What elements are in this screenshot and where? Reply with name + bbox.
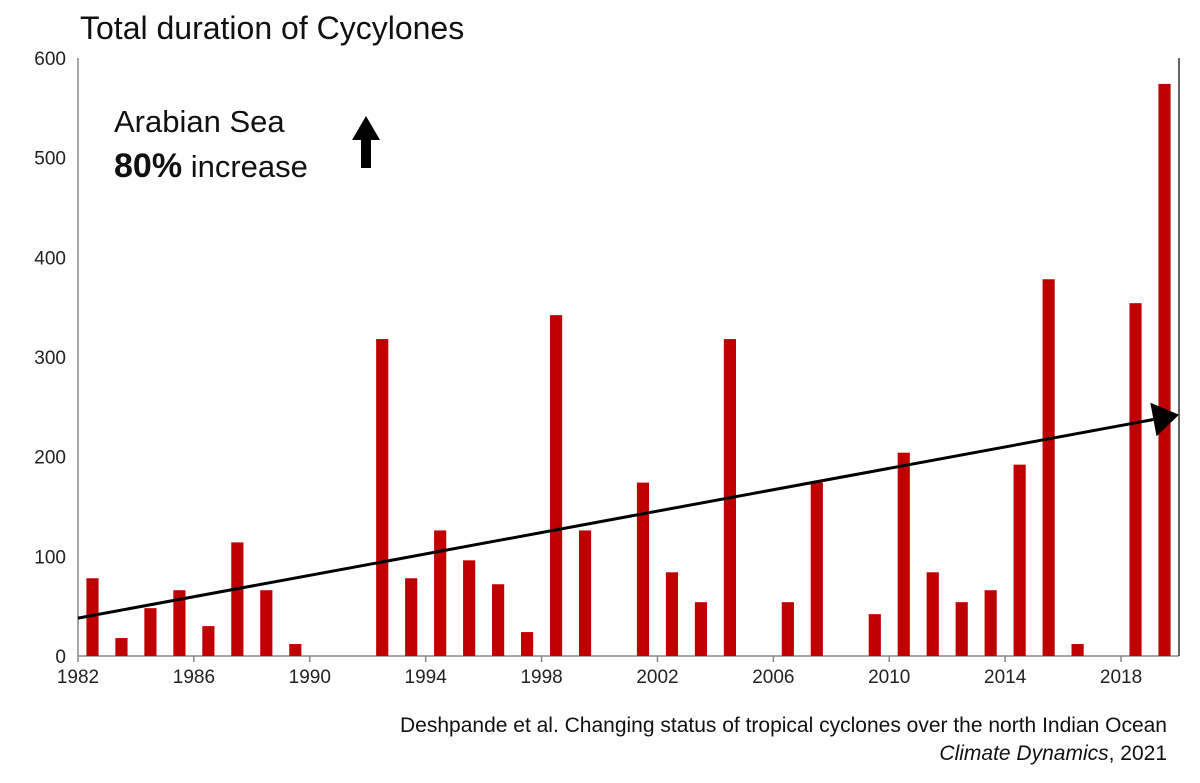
bar-2009 (868, 614, 881, 656)
annotation-word: increase (190, 149, 308, 184)
y-tick-label: 400 (34, 248, 66, 269)
bar-2003 (694, 602, 708, 656)
bar-1984 (144, 608, 157, 656)
chart-title: Total duration of Cycylones (80, 10, 465, 46)
x-tick-label: 1986 (173, 667, 215, 688)
bar-1987 (231, 542, 244, 656)
bar-2010 (897, 452, 910, 656)
y-tick-label: 0 (55, 647, 66, 668)
bar-1983 (115, 638, 128, 656)
bar-1995 (463, 560, 476, 656)
y-tick-label: 100 (34, 547, 66, 568)
y-tick-label: 200 (34, 448, 66, 469)
citation-line: Deshpande et al. Changing status of trop… (400, 714, 1167, 737)
bar-2014 (1013, 464, 1026, 656)
bar-1993 (405, 578, 418, 656)
bar-1997 (521, 632, 534, 656)
x-tick-label: 1990 (289, 667, 331, 688)
y-tick-label: 500 (34, 149, 66, 170)
annotation-percent: 80% (114, 147, 183, 185)
y-tick-label: 300 (34, 348, 66, 369)
bar-1985 (173, 590, 186, 656)
x-tick-label: 2002 (636, 667, 678, 688)
bar-1988 (260, 590, 273, 656)
bar-2013 (984, 590, 997, 656)
bar-1989 (289, 644, 302, 656)
bar-2019 (1158, 83, 1171, 656)
bar-1986 (202, 626, 215, 656)
bar-1992 (376, 339, 389, 656)
bar-2006 (781, 602, 794, 656)
x-tick-label: 1998 (520, 667, 562, 688)
trend-line (77, 418, 1154, 620)
x-tick-label: 2006 (752, 667, 794, 688)
trend-arrowhead (1150, 402, 1179, 437)
bar-1982 (86, 578, 99, 656)
citation-journal-line: Climate Dynamics, 2021 (939, 742, 1167, 766)
up-arrow-icon (352, 116, 380, 168)
bar-2016 (1071, 644, 1084, 656)
x-tick-label: 2018 (1100, 667, 1142, 688)
annotation: Arabian Sea 80% increase (114, 100, 308, 189)
bar-2002 (665, 572, 679, 656)
bar-1999 (578, 530, 592, 656)
annotation-region: Arabian Sea (114, 104, 285, 139)
x-tick-label: 1994 (405, 667, 448, 688)
citation-year: , 2021 (1108, 742, 1167, 765)
citation-journal: Climate Dynamics (939, 742, 1109, 765)
y-tick-label: 600 (34, 49, 66, 70)
bar-2001 (636, 482, 650, 656)
bar-2007 (810, 482, 823, 656)
bar-2015 (1042, 279, 1055, 656)
bar-2011 (926, 572, 939, 656)
bar-1998 (549, 315, 563, 656)
x-tick-label: 2014 (984, 667, 1027, 688)
bar-2018 (1129, 303, 1142, 656)
x-tick-label: 1982 (57, 667, 99, 688)
bar-1994 (434, 530, 447, 656)
x-tick-label: 2010 (868, 667, 910, 688)
bar-2012 (955, 602, 968, 656)
bar-1996 (492, 584, 505, 656)
